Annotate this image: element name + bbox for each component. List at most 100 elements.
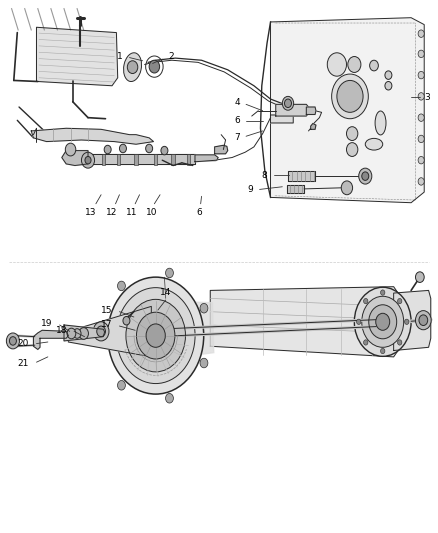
Circle shape: [200, 358, 208, 368]
Circle shape: [416, 311, 431, 330]
Circle shape: [418, 93, 424, 100]
Circle shape: [385, 71, 392, 79]
Polygon shape: [271, 18, 424, 203]
FancyBboxPatch shape: [117, 154, 120, 165]
Polygon shape: [394, 290, 431, 351]
Circle shape: [79, 328, 88, 340]
Circle shape: [369, 305, 397, 339]
Ellipse shape: [375, 111, 386, 135]
Circle shape: [127, 61, 138, 74]
Circle shape: [370, 60, 378, 71]
Circle shape: [123, 317, 130, 325]
Polygon shape: [68, 306, 151, 357]
Circle shape: [346, 127, 358, 141]
Circle shape: [81, 152, 95, 168]
Text: 19: 19: [41, 319, 52, 328]
Text: 6: 6: [234, 116, 240, 125]
Text: 18: 18: [56, 326, 67, 335]
Text: 11: 11: [126, 208, 138, 217]
Text: 13: 13: [85, 208, 97, 217]
Circle shape: [120, 144, 127, 153]
Circle shape: [418, 177, 424, 185]
Polygon shape: [64, 325, 105, 341]
Circle shape: [7, 333, 19, 349]
Circle shape: [99, 331, 106, 341]
Polygon shape: [151, 301, 214, 361]
FancyBboxPatch shape: [102, 154, 105, 165]
Circle shape: [348, 56, 361, 72]
Text: 8: 8: [261, 171, 267, 180]
Text: 9: 9: [247, 185, 253, 194]
Circle shape: [146, 324, 165, 348]
Circle shape: [126, 300, 185, 372]
Circle shape: [341, 181, 353, 195]
Circle shape: [381, 290, 385, 295]
Circle shape: [85, 157, 91, 164]
Circle shape: [359, 168, 372, 184]
Circle shape: [381, 349, 385, 354]
Circle shape: [416, 272, 424, 282]
Circle shape: [405, 319, 409, 325]
Circle shape: [117, 281, 125, 290]
Circle shape: [376, 313, 390, 330]
Circle shape: [418, 157, 424, 164]
FancyBboxPatch shape: [134, 154, 138, 165]
Text: 3: 3: [424, 93, 430, 102]
Text: 10: 10: [145, 208, 157, 217]
Circle shape: [364, 298, 368, 304]
Circle shape: [332, 74, 368, 119]
Polygon shape: [311, 124, 316, 130]
Circle shape: [418, 30, 424, 37]
Polygon shape: [306, 107, 316, 115]
Text: 14: 14: [160, 288, 171, 297]
Circle shape: [65, 143, 76, 156]
Circle shape: [10, 337, 16, 345]
Polygon shape: [210, 287, 398, 357]
Polygon shape: [88, 154, 195, 164]
Text: 7: 7: [234, 133, 240, 142]
Circle shape: [117, 381, 125, 390]
Polygon shape: [33, 330, 68, 350]
Polygon shape: [215, 146, 228, 154]
Text: 20: 20: [18, 339, 29, 348]
Circle shape: [137, 312, 175, 359]
Circle shape: [327, 53, 346, 76]
Text: 21: 21: [18, 359, 29, 368]
Circle shape: [418, 135, 424, 143]
Polygon shape: [31, 128, 153, 144]
Circle shape: [418, 114, 424, 122]
Circle shape: [354, 287, 411, 357]
Circle shape: [337, 80, 363, 112]
Text: 12: 12: [106, 208, 118, 217]
Circle shape: [200, 303, 208, 313]
Text: 1: 1: [117, 52, 123, 61]
Polygon shape: [276, 104, 308, 116]
Text: 15: 15: [101, 305, 112, 314]
Text: 6: 6: [197, 208, 202, 217]
Text: 2: 2: [169, 52, 174, 61]
Circle shape: [117, 288, 195, 384]
FancyBboxPatch shape: [154, 154, 157, 165]
Circle shape: [418, 50, 424, 58]
Circle shape: [146, 144, 152, 153]
Ellipse shape: [365, 139, 383, 150]
Circle shape: [73, 329, 81, 338]
Circle shape: [364, 340, 368, 345]
Ellipse shape: [124, 53, 141, 82]
Circle shape: [93, 322, 109, 341]
Circle shape: [104, 146, 111, 154]
Circle shape: [419, 315, 427, 326]
Circle shape: [357, 319, 361, 325]
Circle shape: [385, 82, 392, 90]
Circle shape: [67, 328, 76, 339]
Polygon shape: [288, 171, 315, 181]
Circle shape: [283, 96, 293, 110]
Circle shape: [362, 296, 404, 348]
Polygon shape: [271, 107, 293, 123]
Circle shape: [398, 340, 402, 345]
Circle shape: [418, 71, 424, 79]
FancyBboxPatch shape: [187, 154, 190, 165]
Text: 17: 17: [101, 320, 112, 329]
Circle shape: [346, 143, 358, 157]
Polygon shape: [62, 151, 88, 165]
